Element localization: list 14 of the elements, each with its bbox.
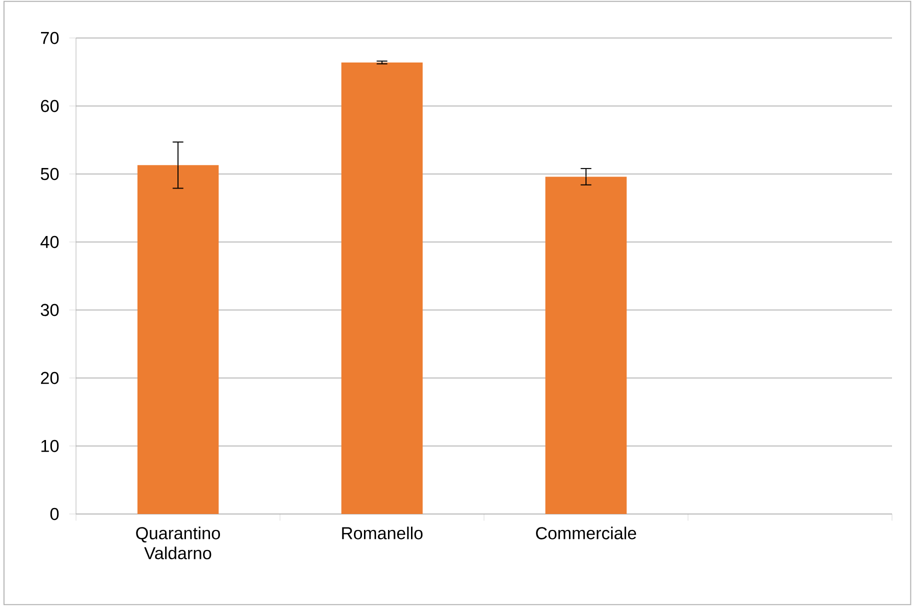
x-tick-label: Commerciale	[536, 526, 636, 540]
y-tick-label: 20	[40, 372, 59, 384]
y-tick-label: 0	[50, 508, 59, 520]
x-tick-label: Quarantino Valdarno	[136, 526, 220, 560]
y-tick-label: 10	[41, 440, 59, 452]
bar	[545, 176, 627, 514]
x-tick-label: Romanello	[342, 526, 423, 540]
bar	[341, 62, 423, 514]
y-tick-label: 70	[41, 32, 59, 44]
y-tick-label: 60	[40, 100, 59, 112]
y-tick-label: 40	[40, 236, 59, 248]
bar	[137, 165, 219, 514]
y-tick-label: 50	[40, 168, 59, 180]
y-tick-label: 30	[40, 304, 59, 316]
